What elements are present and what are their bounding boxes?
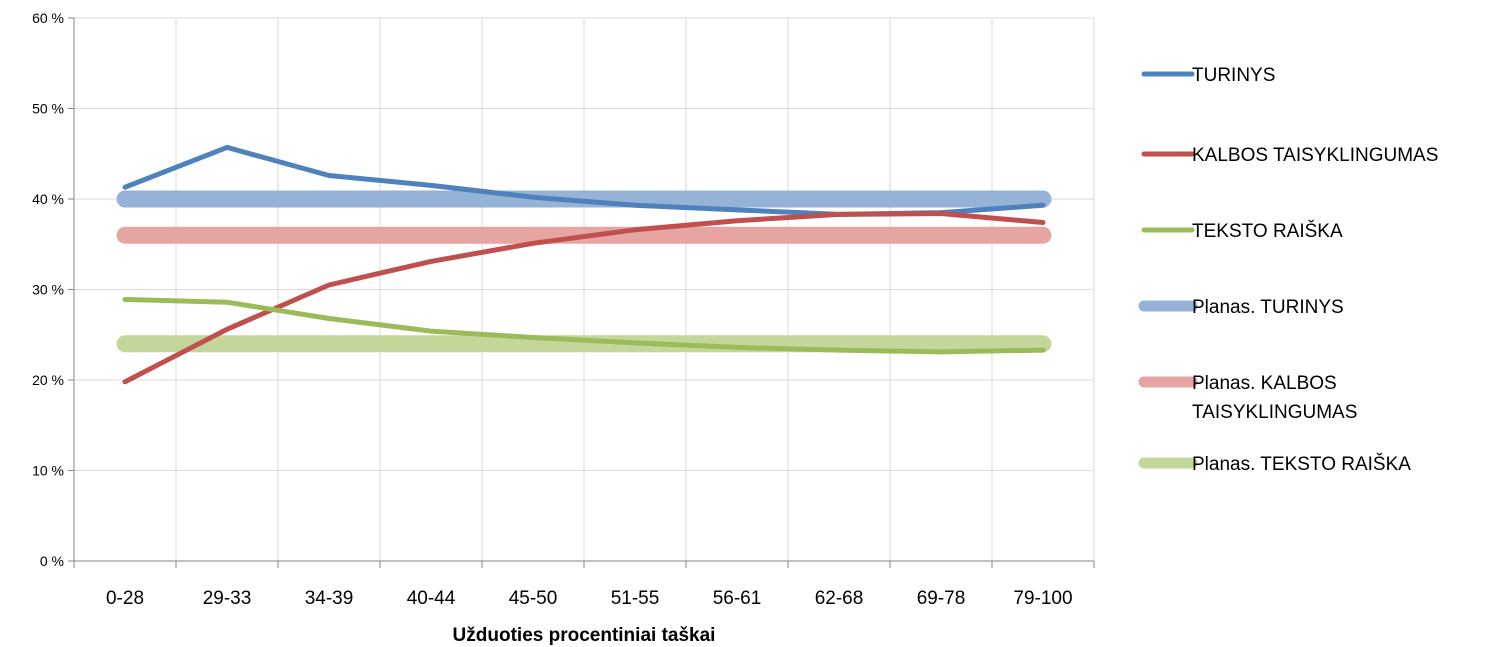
legend-label: TURINYS bbox=[1192, 65, 1275, 86]
x-tick-label: 51-55 bbox=[611, 588, 660, 609]
legend-label: Planas. KALBOS TAISYKLINGUMAS bbox=[1192, 373, 1357, 423]
x-tick-label: 34-39 bbox=[305, 588, 354, 609]
y-tick-label: 60 % bbox=[32, 10, 64, 26]
legend: TURINYS KALBOS TAISYKLINGUMAS TEKSTO RAIŠK… bbox=[1138, 65, 1438, 475]
x-axis-title: Užduoties procentiniai taškai bbox=[453, 625, 716, 646]
y-tick-label: 50 % bbox=[32, 101, 64, 117]
series-line-teksto-rai-ka bbox=[122, 297, 1046, 355]
actual-series-layer bbox=[122, 144, 1046, 385]
y-tick-label: 10 % bbox=[32, 463, 64, 479]
legend-label: TEKSTO RAIŠKA bbox=[1192, 220, 1343, 242]
x-tick-label: 29-33 bbox=[203, 588, 252, 609]
x-tick-label: 0-28 bbox=[106, 588, 144, 609]
y-tick-label: 30 % bbox=[32, 282, 64, 298]
x-tick-label: 56-61 bbox=[713, 588, 762, 609]
gridlines bbox=[74, 17, 1095, 561]
legend-label: Planas. TURINYS bbox=[1192, 297, 1344, 318]
y-tick-labels: 0 % 10 % 20 % 30 % 40 % 50 % 60 % bbox=[32, 10, 64, 569]
x-tick-label: 79-100 bbox=[1013, 588, 1072, 609]
x-tick-label: 62-68 bbox=[815, 588, 864, 609]
x-tick-labels: 0-28 29-33 34-39 40-44 45-50 51-55 56-61 62-68 6… bbox=[106, 588, 1073, 609]
series-line-kalbos-taisyklingumas bbox=[122, 211, 1046, 385]
legend-label: Planas. TEKSTO RAIŠKA bbox=[1192, 453, 1411, 475]
y-tick-label: 20 % bbox=[32, 372, 64, 388]
x-tick-label: 45-50 bbox=[509, 588, 558, 609]
x-tick-label: 40-44 bbox=[407, 588, 456, 609]
axes bbox=[68, 17, 1095, 568]
x-tick-label: 69-78 bbox=[917, 588, 966, 609]
legend-label: KALBOS TAISYKLINGUMAS bbox=[1192, 145, 1438, 166]
y-tick-label: 40 % bbox=[32, 191, 64, 207]
y-tick-label: 0 % bbox=[40, 553, 64, 569]
